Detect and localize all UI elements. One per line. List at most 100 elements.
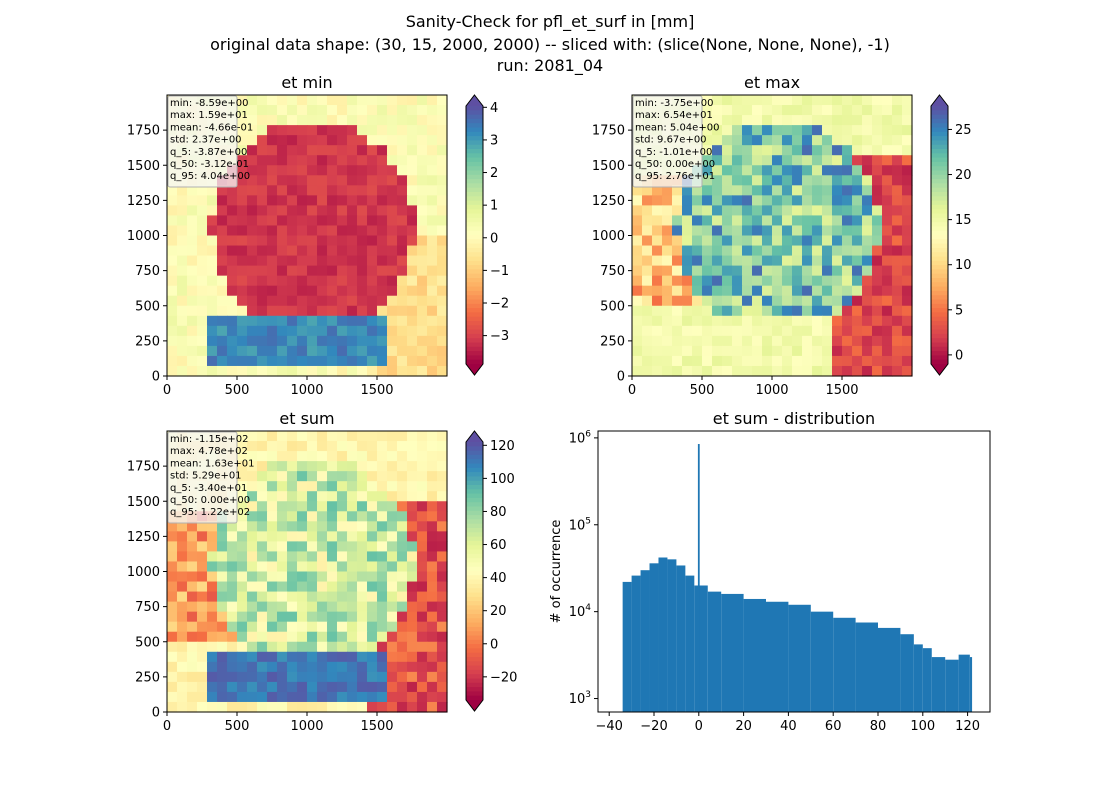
heatmap-cell: [277, 681, 288, 693]
heatmap-cell: [247, 681, 258, 693]
heatmap-cell: [257, 431, 268, 442]
heatmap-cell: [437, 215, 448, 227]
heatmap-cell: [642, 285, 653, 297]
heatmap-cell: [672, 245, 683, 257]
heatmap-cell: [692, 285, 703, 297]
heatmap-cell: [317, 441, 328, 452]
heatmap-cell: [417, 255, 428, 267]
heatmap-cell: [357, 365, 368, 377]
colorbar-step: [466, 136, 483, 141]
heatmap-cell: [862, 115, 873, 126]
heatmap-cell: [752, 105, 763, 116]
heatmap-cell: [247, 295, 258, 307]
heatmap-cell: [632, 335, 643, 347]
heatmap-cell: [217, 601, 228, 613]
heatmap-cell: [327, 215, 338, 227]
heatmap-cell: [407, 551, 418, 563]
heatmap-cell: [287, 335, 298, 347]
heatmap-cell: [437, 631, 448, 643]
colorbar-step: [466, 622, 483, 628]
heatmap-cell: [207, 365, 218, 377]
colorbar-step: [466, 346, 483, 352]
heatmap-cell: [682, 255, 693, 267]
heatmap-cell: [682, 335, 693, 347]
heatmap-cell: [862, 195, 873, 206]
heatmap-cell: [237, 551, 248, 563]
heatmap-cell: [782, 225, 793, 237]
heatmap-cell: [307, 345, 318, 357]
heatmap-cell: [197, 541, 208, 553]
heatmap-cell: [367, 681, 378, 693]
heatmap-cell: [287, 501, 298, 512]
heatmap-cell: [377, 431, 388, 442]
heatmap-cell: [407, 451, 418, 462]
heatmap-cell: [802, 245, 813, 257]
heatmap-cell: [247, 531, 258, 542]
heatmap-cell: [892, 355, 903, 367]
heatmap-cell: [772, 365, 783, 377]
heatmap-cell: [357, 571, 368, 583]
heatmap-cell: [832, 345, 843, 357]
heatmap-cell: [852, 225, 863, 237]
heatmap-cell: [367, 701, 378, 713]
colorbar-step: [466, 532, 483, 538]
heatmap-cell: [237, 701, 248, 713]
heatmap-cell: [307, 335, 318, 347]
heatmap-cell: [267, 621, 278, 633]
heatmap-cell: [337, 215, 348, 227]
heatmap-cell: [267, 155, 278, 166]
heatmap-cell: [287, 551, 298, 563]
heatmap-cell: [407, 441, 418, 452]
heatmap-cell: [427, 571, 438, 583]
heatmap-cell: [347, 225, 358, 237]
heatmap-cell: [167, 255, 178, 267]
heatmap-cell: [682, 305, 693, 317]
heatmap-cell: [177, 521, 188, 532]
heatmap-cell: [367, 581, 378, 593]
heatmap-cell: [377, 561, 388, 573]
heatmap-cell: [237, 461, 248, 472]
heatmap-cell: [882, 95, 893, 106]
heatmap-cell: [852, 115, 863, 126]
heatmap-cell: [427, 461, 438, 472]
heatmap-cell: [267, 541, 278, 553]
heatmap-cell: [227, 591, 238, 603]
heatmap-cell: [732, 345, 743, 357]
heatmap-cell: [832, 235, 843, 247]
heatmap-cell: [417, 671, 428, 683]
heatmap-cell: [237, 601, 248, 613]
heatmap-cell: [812, 175, 823, 186]
heatmap-cell: [722, 165, 733, 176]
heatmap-cell: [267, 275, 278, 287]
heatmap-cell: [377, 511, 388, 522]
heatmap-cell: [327, 295, 338, 307]
heatmap-cell: [702, 215, 713, 227]
heatmap-cell: [722, 365, 733, 377]
heatmap-cell: [277, 245, 288, 257]
heatmap-cell: [357, 235, 368, 247]
heatmap-cell: [357, 285, 368, 297]
heatmap-cell: [652, 305, 663, 317]
heatmap-cell: [307, 621, 318, 633]
heatmap-cell: [387, 325, 398, 337]
heatmap-cell: [672, 265, 683, 277]
heatmap-cell: [377, 165, 388, 176]
heatmap-cell: [377, 325, 388, 337]
heatmap-cell: [347, 591, 358, 603]
colorbar-step: [466, 161, 483, 167]
heatmap-cell: [377, 125, 388, 136]
heatmap-cell: [367, 431, 378, 442]
y-tick-label: 0: [617, 370, 625, 385]
heatmap-cell: [437, 195, 448, 206]
heatmap-cell: [307, 651, 318, 663]
heatmap-cell: [407, 491, 418, 502]
heatmap-cell: [307, 205, 318, 217]
heatmap-cell: [377, 135, 388, 146]
heatmap-cell: [317, 451, 328, 462]
heatmap-cell: [327, 691, 338, 703]
heatmap-cell: [347, 255, 358, 267]
heatmap-cell: [752, 305, 763, 317]
heatmap-cell: [247, 481, 258, 492]
heatmap-cell: [327, 501, 338, 512]
heatmap-cell: [407, 165, 418, 176]
